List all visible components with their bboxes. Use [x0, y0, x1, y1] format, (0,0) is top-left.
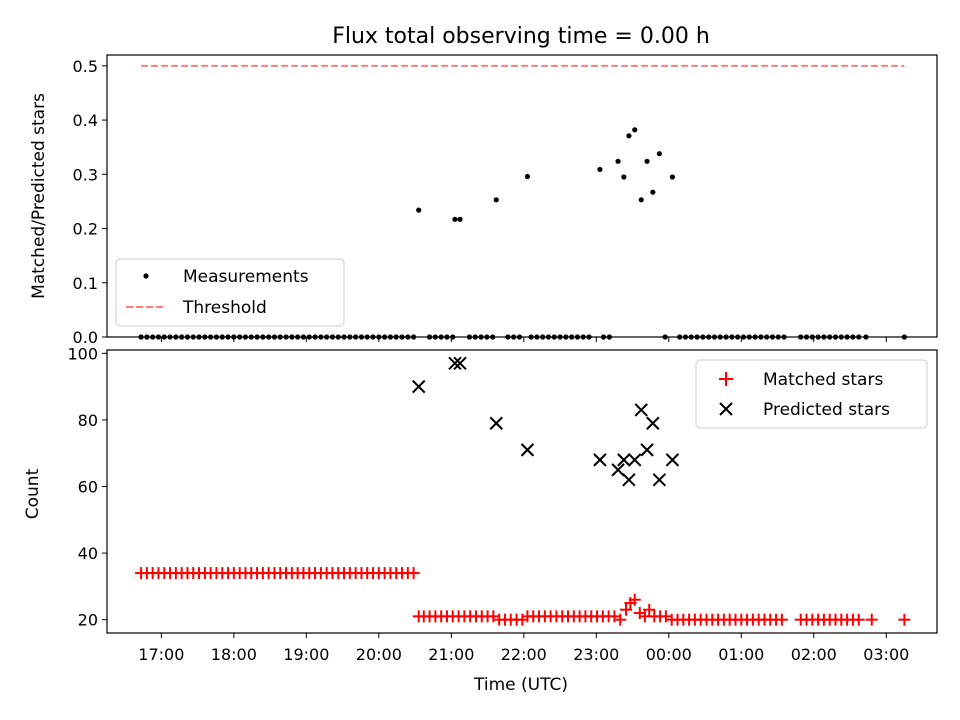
bottom-plot-frame [106, 349, 938, 634]
predicted-star-point [640, 443, 654, 457]
matched-star-point [852, 613, 865, 626]
top-panel: 0.0 0.1 0.2 0.3 0.4 0.5 Matched/Predicted sta… [29, 54, 938, 347]
measurement-point [452, 216, 458, 222]
measurement-point [644, 158, 650, 164]
bottom-y-tick-label: 20 [78, 611, 98, 630]
top-y-axis-label: Matched/Predicted stars [29, 93, 49, 299]
matched-star-point [775, 613, 788, 626]
measurement-point [650, 189, 656, 195]
measurement-point [524, 173, 531, 180]
predicted-star-point [520, 443, 535, 457]
top-y-tick-label: 0.1 [73, 274, 98, 293]
predicted-star-point [665, 453, 680, 467]
matched-star-point [898, 613, 911, 626]
measurement-point [597, 166, 603, 173]
matched-star-point [643, 603, 656, 616]
figure-title: Flux total observing time = 0.00 h [332, 24, 710, 49]
measurement-point [457, 216, 463, 222]
top-y-tick-label: 0.0 [73, 328, 98, 347]
predicted-star-point [634, 403, 648, 417]
bottom-y-tick-label: 80 [78, 411, 98, 430]
predicted-star-point [411, 379, 426, 394]
x-tick-label: 18:00 [211, 645, 257, 664]
bottom-y-axis-label: Count [23, 468, 43, 519]
x-tick-label: 02:00 [791, 645, 837, 664]
top-legend-box [115, 258, 345, 327]
top-plot-frame [106, 54, 938, 338]
matched-star-point [614, 613, 627, 626]
legend-measurements-marker [143, 273, 149, 279]
predicted-star-point [453, 356, 467, 371]
top-y-tick-label: 0.5 [73, 57, 98, 76]
predicted-star-point [646, 416, 660, 430]
measurement-point [669, 174, 676, 180]
x-tick-label: 22:00 [501, 645, 547, 664]
predicted-star-point [628, 453, 642, 467]
bottom-y-tick-label: 40 [78, 544, 98, 563]
measurement-point [493, 197, 499, 203]
bottom-panel: 20 40 60 80 100 17:00 18:00 19:00 20:00 21:00 22:0… [23, 344, 938, 695]
x-tick-label: 19:00 [283, 645, 329, 664]
measurement-point [615, 158, 621, 164]
measurement-point [626, 133, 632, 139]
measurement-point [638, 197, 644, 203]
predicted-star-point [489, 416, 503, 430]
top-y-tick-label: 0.3 [73, 165, 98, 184]
x-tick-label: 23:00 [573, 645, 619, 664]
predicted-star-point [622, 473, 636, 487]
x-axis-label: Time (UTC) [473, 675, 568, 695]
legend-matched-label: Matched stars [763, 370, 883, 390]
x-tick-label: 03:00 [863, 645, 909, 664]
x-tick-label: 00:00 [646, 645, 692, 664]
x-tick-label: 21:00 [428, 645, 474, 664]
legend-predicted-label: Predicted stars [763, 400, 890, 420]
legend-threshold-label: Threshold [182, 298, 267, 318]
top-y-tick-label: 0.2 [73, 220, 98, 239]
matched-star-point [620, 603, 633, 616]
bottom-legend-box [695, 359, 928, 429]
legend-predicted-marker [719, 402, 733, 416]
predicted-star-point [593, 453, 607, 467]
x-tick-label: 20:00 [356, 645, 402, 664]
matched-star-point [407, 567, 420, 580]
measurement-point [656, 151, 662, 157]
top-y-tick-label: 0.4 [73, 111, 98, 130]
measurement-point [416, 207, 422, 213]
predicted-star-point [448, 356, 462, 371]
bottom-legend: Matched stars Predicted stars [695, 359, 928, 429]
predicted-star-point [617, 453, 631, 467]
predicted-star-point [652, 473, 667, 487]
bottom-y-tick-label: 60 [78, 478, 98, 497]
x-tick-label: 17:00 [138, 645, 184, 664]
matched-star-point [628, 593, 641, 606]
legend-measurements-label: Measurements [183, 267, 309, 287]
top-legend: Measurements Threshold [115, 258, 345, 327]
matched-star-point [865, 613, 878, 626]
bottom-y-tick-label: 100 [67, 344, 98, 363]
measurement-point [632, 127, 638, 133]
x-tick-label: 01:00 [718, 645, 764, 664]
predicted-star-point [611, 463, 625, 477]
measurement-point [621, 174, 627, 180]
legend-matched-marker [719, 372, 733, 386]
